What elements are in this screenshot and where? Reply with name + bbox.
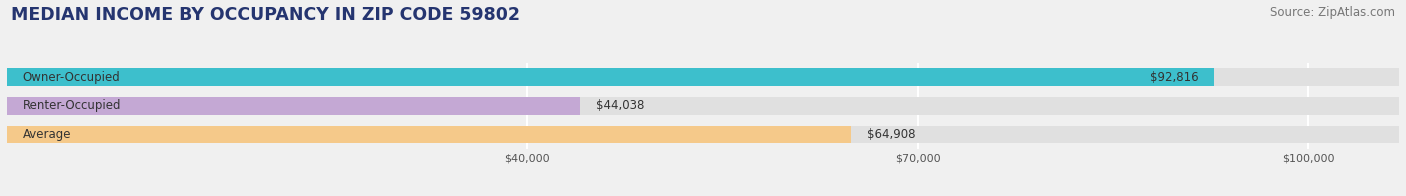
Text: $92,816: $92,816 (1150, 71, 1199, 83)
Text: Renter-Occupied: Renter-Occupied (22, 99, 121, 112)
Bar (7, 68, 1215, 86)
Text: Owner-Occupied: Owner-Occupied (22, 71, 121, 83)
Bar (7, 126, 1399, 143)
Bar (7, 68, 1399, 86)
Text: $64,908: $64,908 (868, 128, 915, 141)
Bar (7, 97, 579, 115)
Bar (7, 97, 1399, 115)
Text: $44,038: $44,038 (596, 99, 644, 112)
Text: MEDIAN INCOME BY OCCUPANCY IN ZIP CODE 59802: MEDIAN INCOME BY OCCUPANCY IN ZIP CODE 5… (11, 6, 520, 24)
Bar (7, 126, 852, 143)
Text: Source: ZipAtlas.com: Source: ZipAtlas.com (1270, 6, 1395, 19)
Text: Average: Average (22, 128, 72, 141)
